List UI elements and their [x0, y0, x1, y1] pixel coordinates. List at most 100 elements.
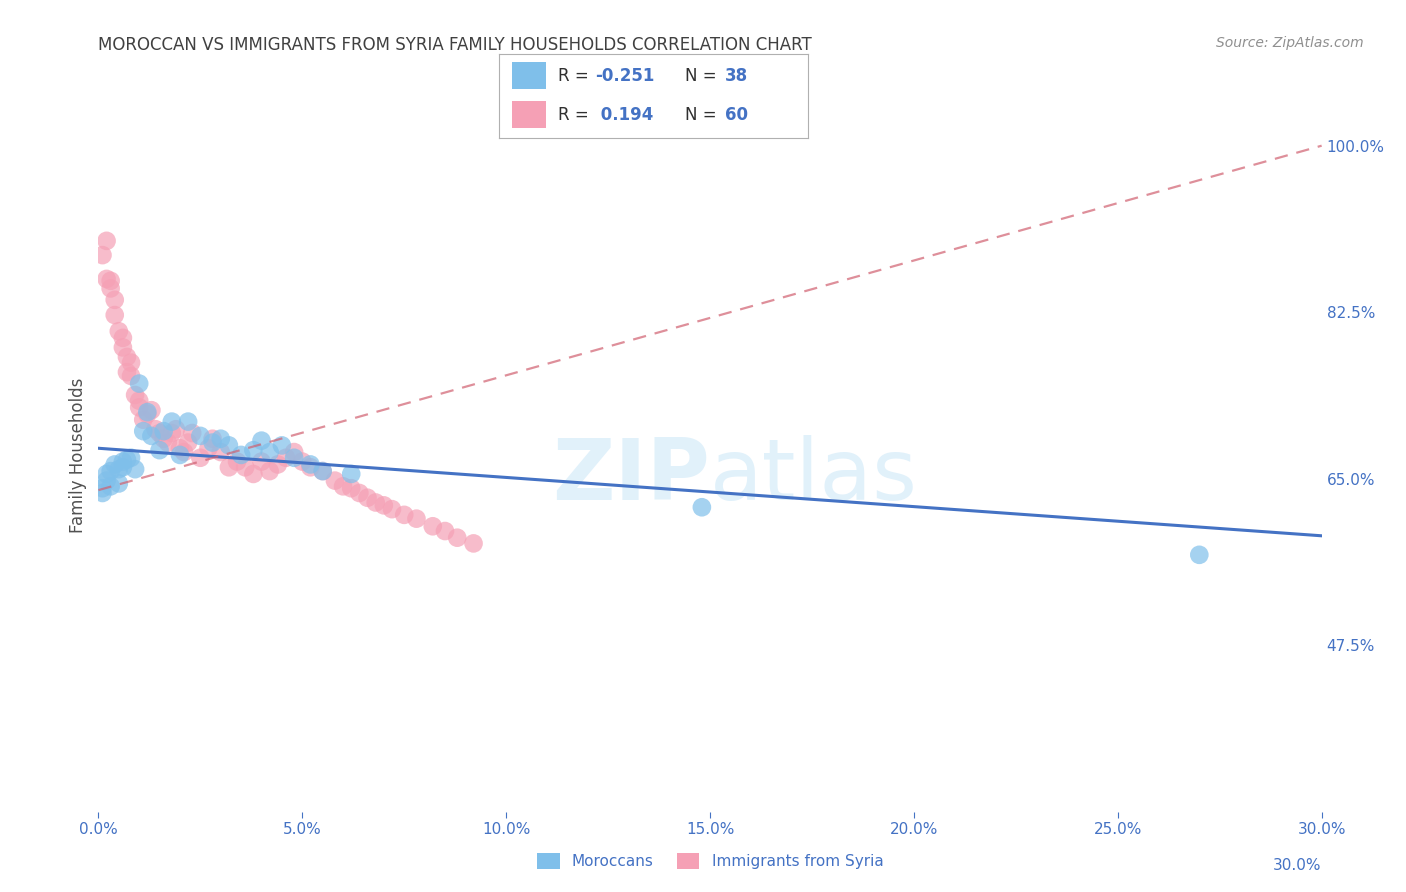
Point — [690, 500, 713, 515]
Text: N =: N = — [685, 105, 721, 123]
Point — [96, 474, 118, 488]
Point — [96, 467, 118, 481]
Point — [323, 474, 346, 488]
Point — [250, 434, 273, 448]
Point — [145, 422, 167, 436]
Point — [100, 281, 122, 295]
Point — [233, 460, 256, 475]
Point — [1188, 548, 1211, 562]
Point — [91, 481, 114, 495]
Bar — [512, 62, 546, 89]
Point — [104, 293, 127, 307]
Text: 0.194: 0.194 — [595, 105, 654, 123]
Point — [299, 460, 322, 475]
Point — [446, 531, 468, 545]
Point — [104, 458, 127, 472]
Text: 38: 38 — [725, 67, 748, 85]
Point — [177, 435, 200, 450]
Text: 60: 60 — [725, 105, 748, 123]
Legend: Moroccans, Immigrants from Syria: Moroccans, Immigrants from Syria — [530, 847, 890, 875]
Bar — [512, 101, 546, 128]
Point — [120, 450, 142, 465]
Point — [128, 393, 150, 408]
Point — [115, 350, 138, 364]
Point — [373, 499, 395, 513]
Point — [128, 401, 150, 415]
Point — [156, 435, 179, 450]
Point — [242, 443, 264, 458]
Text: ZIP: ZIP — [553, 434, 710, 518]
Point — [218, 438, 240, 452]
Point — [312, 464, 335, 478]
Point — [226, 454, 249, 468]
Point — [201, 432, 224, 446]
Point — [181, 425, 204, 440]
Point — [111, 454, 134, 468]
Point — [152, 424, 174, 438]
Point — [340, 481, 363, 495]
Point — [434, 524, 457, 538]
Point — [340, 467, 363, 481]
Point — [104, 308, 127, 322]
Point — [115, 365, 138, 379]
Point — [108, 476, 131, 491]
Point — [136, 405, 159, 419]
Text: N =: N = — [685, 67, 721, 85]
Point — [149, 443, 172, 458]
Point — [91, 248, 114, 262]
Point — [141, 403, 163, 417]
Point — [96, 272, 118, 286]
Point — [120, 368, 142, 383]
Point — [188, 429, 212, 443]
Point — [392, 508, 416, 522]
Point — [250, 454, 273, 468]
Point — [165, 422, 187, 436]
Point — [128, 376, 150, 391]
Point — [160, 425, 183, 440]
Point — [100, 274, 122, 288]
Point — [132, 413, 155, 427]
Point — [381, 502, 404, 516]
Point — [136, 407, 159, 421]
Point — [356, 491, 378, 505]
Point — [291, 454, 314, 468]
Point — [100, 479, 122, 493]
Point — [111, 331, 134, 345]
Point — [332, 479, 354, 493]
Text: -0.251: -0.251 — [595, 67, 654, 85]
Point — [177, 415, 200, 429]
Text: Source: ZipAtlas.com: Source: ZipAtlas.com — [1216, 36, 1364, 50]
Point — [299, 458, 322, 472]
Point — [124, 388, 146, 402]
Point — [283, 445, 305, 459]
Point — [201, 435, 224, 450]
Point — [267, 458, 290, 472]
Point — [108, 462, 131, 476]
Point — [111, 460, 134, 475]
Point — [405, 511, 427, 525]
Point — [111, 340, 134, 354]
Y-axis label: Family Households: Family Households — [69, 377, 87, 533]
Point — [152, 432, 174, 446]
Text: atlas: atlas — [710, 434, 918, 518]
Point — [173, 445, 195, 459]
Point — [242, 467, 264, 481]
Point — [132, 424, 155, 438]
Point — [312, 464, 335, 478]
Point — [160, 415, 183, 429]
Point — [231, 448, 253, 462]
Point — [197, 442, 219, 456]
Point — [463, 536, 485, 550]
Point — [349, 486, 371, 500]
Point — [209, 432, 232, 446]
Point — [120, 356, 142, 370]
Point — [91, 486, 114, 500]
Point — [259, 445, 281, 459]
Point — [364, 495, 387, 509]
Point — [188, 450, 212, 465]
Point — [169, 442, 191, 456]
Point — [274, 450, 297, 465]
Point — [169, 448, 191, 462]
Point — [259, 464, 281, 478]
Point — [124, 462, 146, 476]
